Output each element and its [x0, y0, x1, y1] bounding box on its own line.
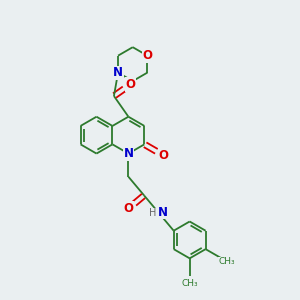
Text: N: N — [113, 66, 123, 79]
Text: N: N — [158, 206, 168, 219]
Text: N: N — [113, 66, 123, 79]
Text: O: O — [142, 49, 152, 62]
Text: CH₃: CH₃ — [181, 278, 198, 287]
Text: H: H — [149, 208, 157, 218]
Text: CH₃: CH₃ — [219, 257, 235, 266]
Text: O: O — [158, 149, 168, 162]
Text: O: O — [125, 78, 136, 91]
Text: O: O — [124, 202, 134, 215]
Text: N: N — [123, 147, 134, 160]
